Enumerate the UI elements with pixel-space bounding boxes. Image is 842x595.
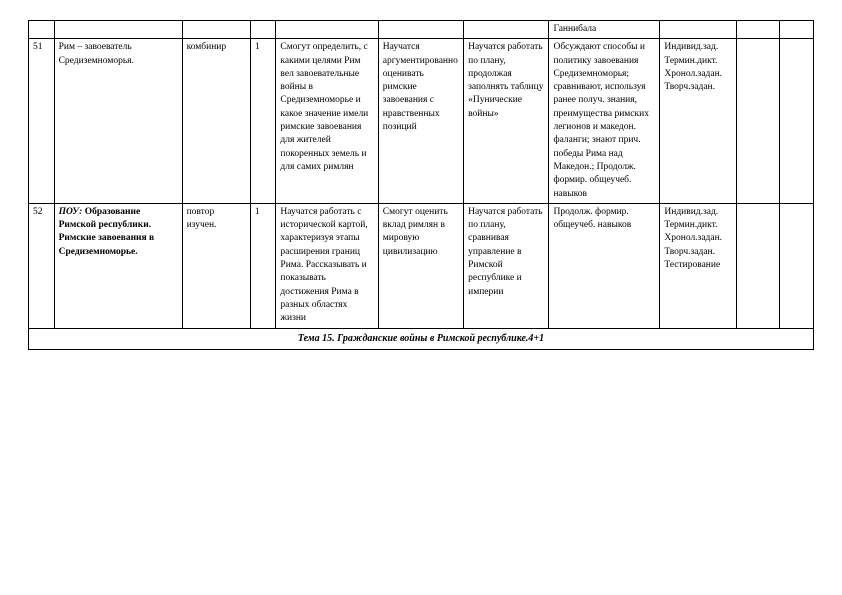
cell: Научатся работать по плану, продолжая за… — [464, 39, 549, 204]
cell — [779, 21, 813, 39]
lesson-number: 52 — [29, 203, 55, 328]
lesson-number: 51 — [29, 39, 55, 204]
lesson-topic: ПОУ: Образование Римской республики. Рим… — [54, 203, 182, 328]
cell — [182, 21, 250, 39]
section-header-cell: Тема 15. Гражданские войны в Римской рес… — [29, 328, 814, 349]
cell: Научатся работать с исторической картой,… — [276, 203, 378, 328]
cell — [737, 203, 780, 328]
section-header-row: Тема 15. Гражданские войны в Римской рес… — [29, 328, 814, 349]
cell: Смогут оценить вклад римлян в мировую ци… — [378, 203, 463, 328]
cell: Индивид.зад. Термин.дикт. Хронол.задан. … — [660, 203, 737, 328]
lesson-topic: Рим – завоеватель Средиземноморья. — [54, 39, 182, 204]
topic-prefix: ПОУ: — [59, 207, 83, 217]
cell: Научатся работать по плану, сравнивая уп… — [464, 203, 549, 328]
lesson-hours: 1 — [250, 203, 276, 328]
table-row: Ганнибала — [29, 21, 814, 39]
cell — [464, 21, 549, 39]
lesson-type: повтор изучен. — [182, 203, 250, 328]
lesson-type: комбинир — [182, 39, 250, 204]
cell: Обсуждают способы и политику завоевания … — [549, 39, 660, 204]
cell — [737, 39, 780, 204]
lesson-plan-table: Ганнибала 51 Рим – завоеватель Средиземн… — [28, 20, 814, 350]
cell: Индивид.зад. Термин.дикт. Хронол.задан. … — [660, 39, 737, 204]
table-row: 52 ПОУ: Образование Римской республики. … — [29, 203, 814, 328]
cell — [737, 21, 780, 39]
table-row: 51 Рим – завоеватель Средиземноморья. ко… — [29, 39, 814, 204]
cell — [54, 21, 182, 39]
section-title: Тема 15. Гражданские войны в Римской рес… — [32, 332, 810, 346]
cell — [660, 21, 737, 39]
cell: Ганнибала — [549, 21, 660, 39]
lesson-hours: 1 — [250, 39, 276, 204]
cell: Продолж. формир. общеучеб. навыков — [549, 203, 660, 328]
cell: Смогут определить, с какими целями Рим в… — [276, 39, 378, 204]
cell — [779, 39, 813, 204]
cell — [779, 203, 813, 328]
cell — [250, 21, 276, 39]
cell — [378, 21, 463, 39]
cell — [29, 21, 55, 39]
cell: Научатся аргументированно оценивать римс… — [378, 39, 463, 204]
cell — [276, 21, 378, 39]
